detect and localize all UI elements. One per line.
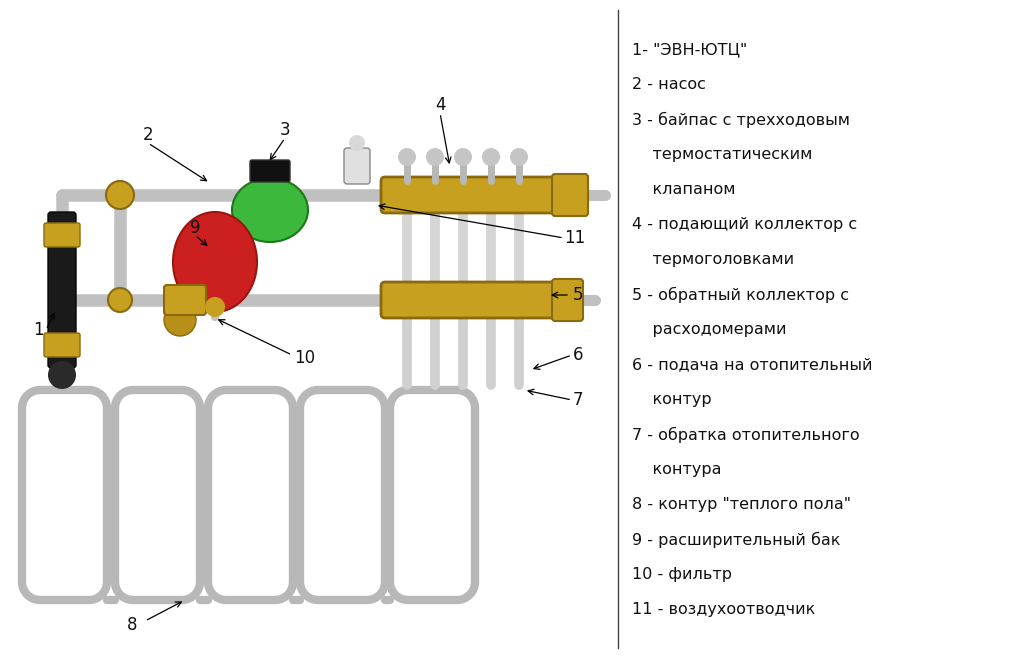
Circle shape: [349, 135, 365, 151]
FancyBboxPatch shape: [48, 212, 76, 368]
FancyBboxPatch shape: [44, 223, 80, 247]
Text: 2: 2: [142, 126, 154, 144]
FancyBboxPatch shape: [344, 148, 370, 184]
Ellipse shape: [173, 212, 257, 312]
Circle shape: [426, 148, 444, 166]
FancyBboxPatch shape: [44, 333, 80, 357]
Text: контура: контура: [632, 462, 722, 477]
Ellipse shape: [232, 178, 308, 242]
Circle shape: [164, 304, 196, 336]
Circle shape: [48, 361, 76, 389]
Text: 7 - обратка отопительного: 7 - обратка отопительного: [632, 427, 859, 443]
Text: 5 - обратный коллектор с: 5 - обратный коллектор с: [632, 287, 849, 303]
Text: 7: 7: [572, 391, 584, 409]
Text: 1: 1: [33, 321, 43, 339]
Circle shape: [482, 148, 500, 166]
Text: 10: 10: [295, 349, 315, 367]
Text: клапаном: клапаном: [632, 182, 735, 197]
Text: термостатическим: термостатическим: [632, 147, 812, 162]
Text: 11: 11: [564, 229, 586, 247]
FancyBboxPatch shape: [250, 160, 290, 182]
FancyBboxPatch shape: [552, 174, 588, 216]
Circle shape: [454, 148, 472, 166]
Circle shape: [106, 181, 134, 209]
Text: расходомерами: расходомерами: [632, 322, 786, 337]
Text: 9 - расширительный бак: 9 - расширительный бак: [632, 532, 841, 548]
FancyBboxPatch shape: [552, 279, 583, 321]
Text: 11 - воздухоотводчик: 11 - воздухоотводчик: [632, 602, 815, 617]
Text: 3: 3: [280, 121, 291, 139]
Text: 1- "ЭВН-ЮТЦ": 1- "ЭВН-ЮТЦ": [632, 42, 748, 57]
Text: 10 - фильтр: 10 - фильтр: [632, 567, 732, 582]
Text: контур: контур: [632, 392, 712, 407]
Text: 3 - байпас с трехходовым: 3 - байпас с трехходовым: [632, 112, 850, 128]
FancyBboxPatch shape: [164, 285, 206, 315]
Text: термоголовками: термоголовками: [632, 252, 795, 267]
Circle shape: [510, 148, 528, 166]
Circle shape: [108, 288, 132, 312]
Circle shape: [205, 297, 225, 317]
Text: 2 - насос: 2 - насос: [632, 77, 706, 92]
Circle shape: [398, 148, 416, 166]
FancyBboxPatch shape: [381, 282, 559, 318]
Text: 8 - контур "теплого пола": 8 - контур "теплого пола": [632, 497, 851, 512]
Text: 9: 9: [189, 219, 201, 237]
Text: 4: 4: [435, 96, 445, 114]
Text: 4 - подающий коллектор с: 4 - подающий коллектор с: [632, 217, 857, 232]
Text: 6 - подача на отопительный: 6 - подача на отопительный: [632, 357, 872, 372]
Text: 5: 5: [572, 286, 584, 304]
Text: 8: 8: [127, 616, 137, 634]
FancyBboxPatch shape: [381, 177, 559, 213]
Text: 6: 6: [572, 346, 584, 364]
